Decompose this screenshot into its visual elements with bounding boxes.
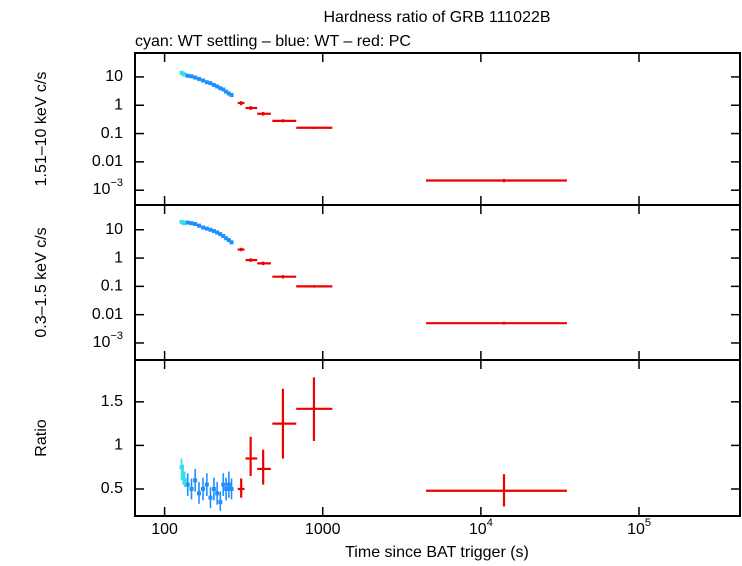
y-axis-label: 1.51–10 keV c/s [33,72,50,187]
data-point [229,93,234,98]
x-tick-label-base: 10 [627,521,645,538]
panel-frame [134,359,741,517]
data-point [208,227,213,232]
y-tick-label: 1 [114,437,123,454]
data-point [185,73,190,78]
y-tick-label: 0.1 [101,278,123,295]
data-point [196,76,201,81]
data-point [224,486,229,491]
data-point [215,491,220,496]
x-tick-label: 104 [469,517,493,538]
y-axis-label: 0.3–1.5 keV c/s [33,227,50,337]
data-point [218,86,223,91]
data-point [181,473,186,478]
data-point [204,226,209,231]
data-point [215,230,220,235]
data-point [226,482,231,487]
data-point [189,486,194,491]
data-point [211,82,216,87]
y-tick-label: 0.01 [92,153,123,170]
y-tick-label: 10−3 [93,330,123,351]
y-tick-label: 10 [105,221,123,238]
x-tick-label: 105 [627,517,651,538]
x-tick-label-base: 10 [469,521,487,538]
data-point [189,74,194,79]
data-point [182,72,187,77]
data-point [196,491,201,496]
data-point [229,486,234,491]
data-point [224,236,229,241]
data-point [229,240,234,245]
data-point [215,84,220,89]
data-point [193,221,198,226]
data-point [185,220,190,225]
y-tick-label: 1 [114,249,123,266]
data-point [226,91,231,96]
data-point [201,225,206,230]
data-point [211,486,216,491]
data-point [189,221,194,226]
data-point [196,223,201,228]
chart-subtitle: cyan: WT settling – blue: WT – red: PC [135,33,411,50]
x-tick-label-exponent: 5 [645,517,651,529]
y-tick-label-exponent: −3 [110,330,123,342]
y-tick-label: 1 [114,96,123,113]
panel-frame [134,52,741,206]
y-tick-label: 0.1 [101,125,123,142]
data-point [204,80,209,85]
data-point [208,495,213,500]
data-point [221,234,226,239]
data-point [182,221,187,226]
x-tick-label: 1000 [305,521,341,538]
data-point [218,232,223,237]
y-tick-label: 0.01 [92,306,123,323]
y-tick-label-base: 10 [93,334,111,351]
chart-title: Hardness ratio of GRB 111022B [323,9,550,26]
y-axis-label: Ratio [33,419,50,456]
data-point [218,500,223,505]
y-tick-label: 10−3 [93,177,123,198]
y-tick-label-exponent: −3 [110,177,123,189]
data-point [193,478,198,483]
data-point [208,81,213,86]
data-point [224,89,229,94]
data-point [226,238,231,243]
data-point [204,482,209,487]
data-point [185,482,190,487]
data-point [221,482,226,487]
y-tick-label-base: 10 [93,181,111,198]
y-tick-label: 10 [105,68,123,85]
y-tick-label: 0.5 [101,480,123,497]
data-point [201,486,206,491]
x-axis-label: Time since BAT trigger (s) [345,544,529,561]
panel-frame [134,204,741,361]
data-point [201,78,206,83]
y-tick-label: 1.5 [101,393,123,410]
x-tick-label: 100 [151,521,178,538]
data-point [221,87,226,92]
x-tick-label-exponent: 4 [487,517,493,529]
data-point [179,465,184,470]
data-point [211,229,216,234]
data-point [182,478,187,483]
data-point [193,75,198,80]
